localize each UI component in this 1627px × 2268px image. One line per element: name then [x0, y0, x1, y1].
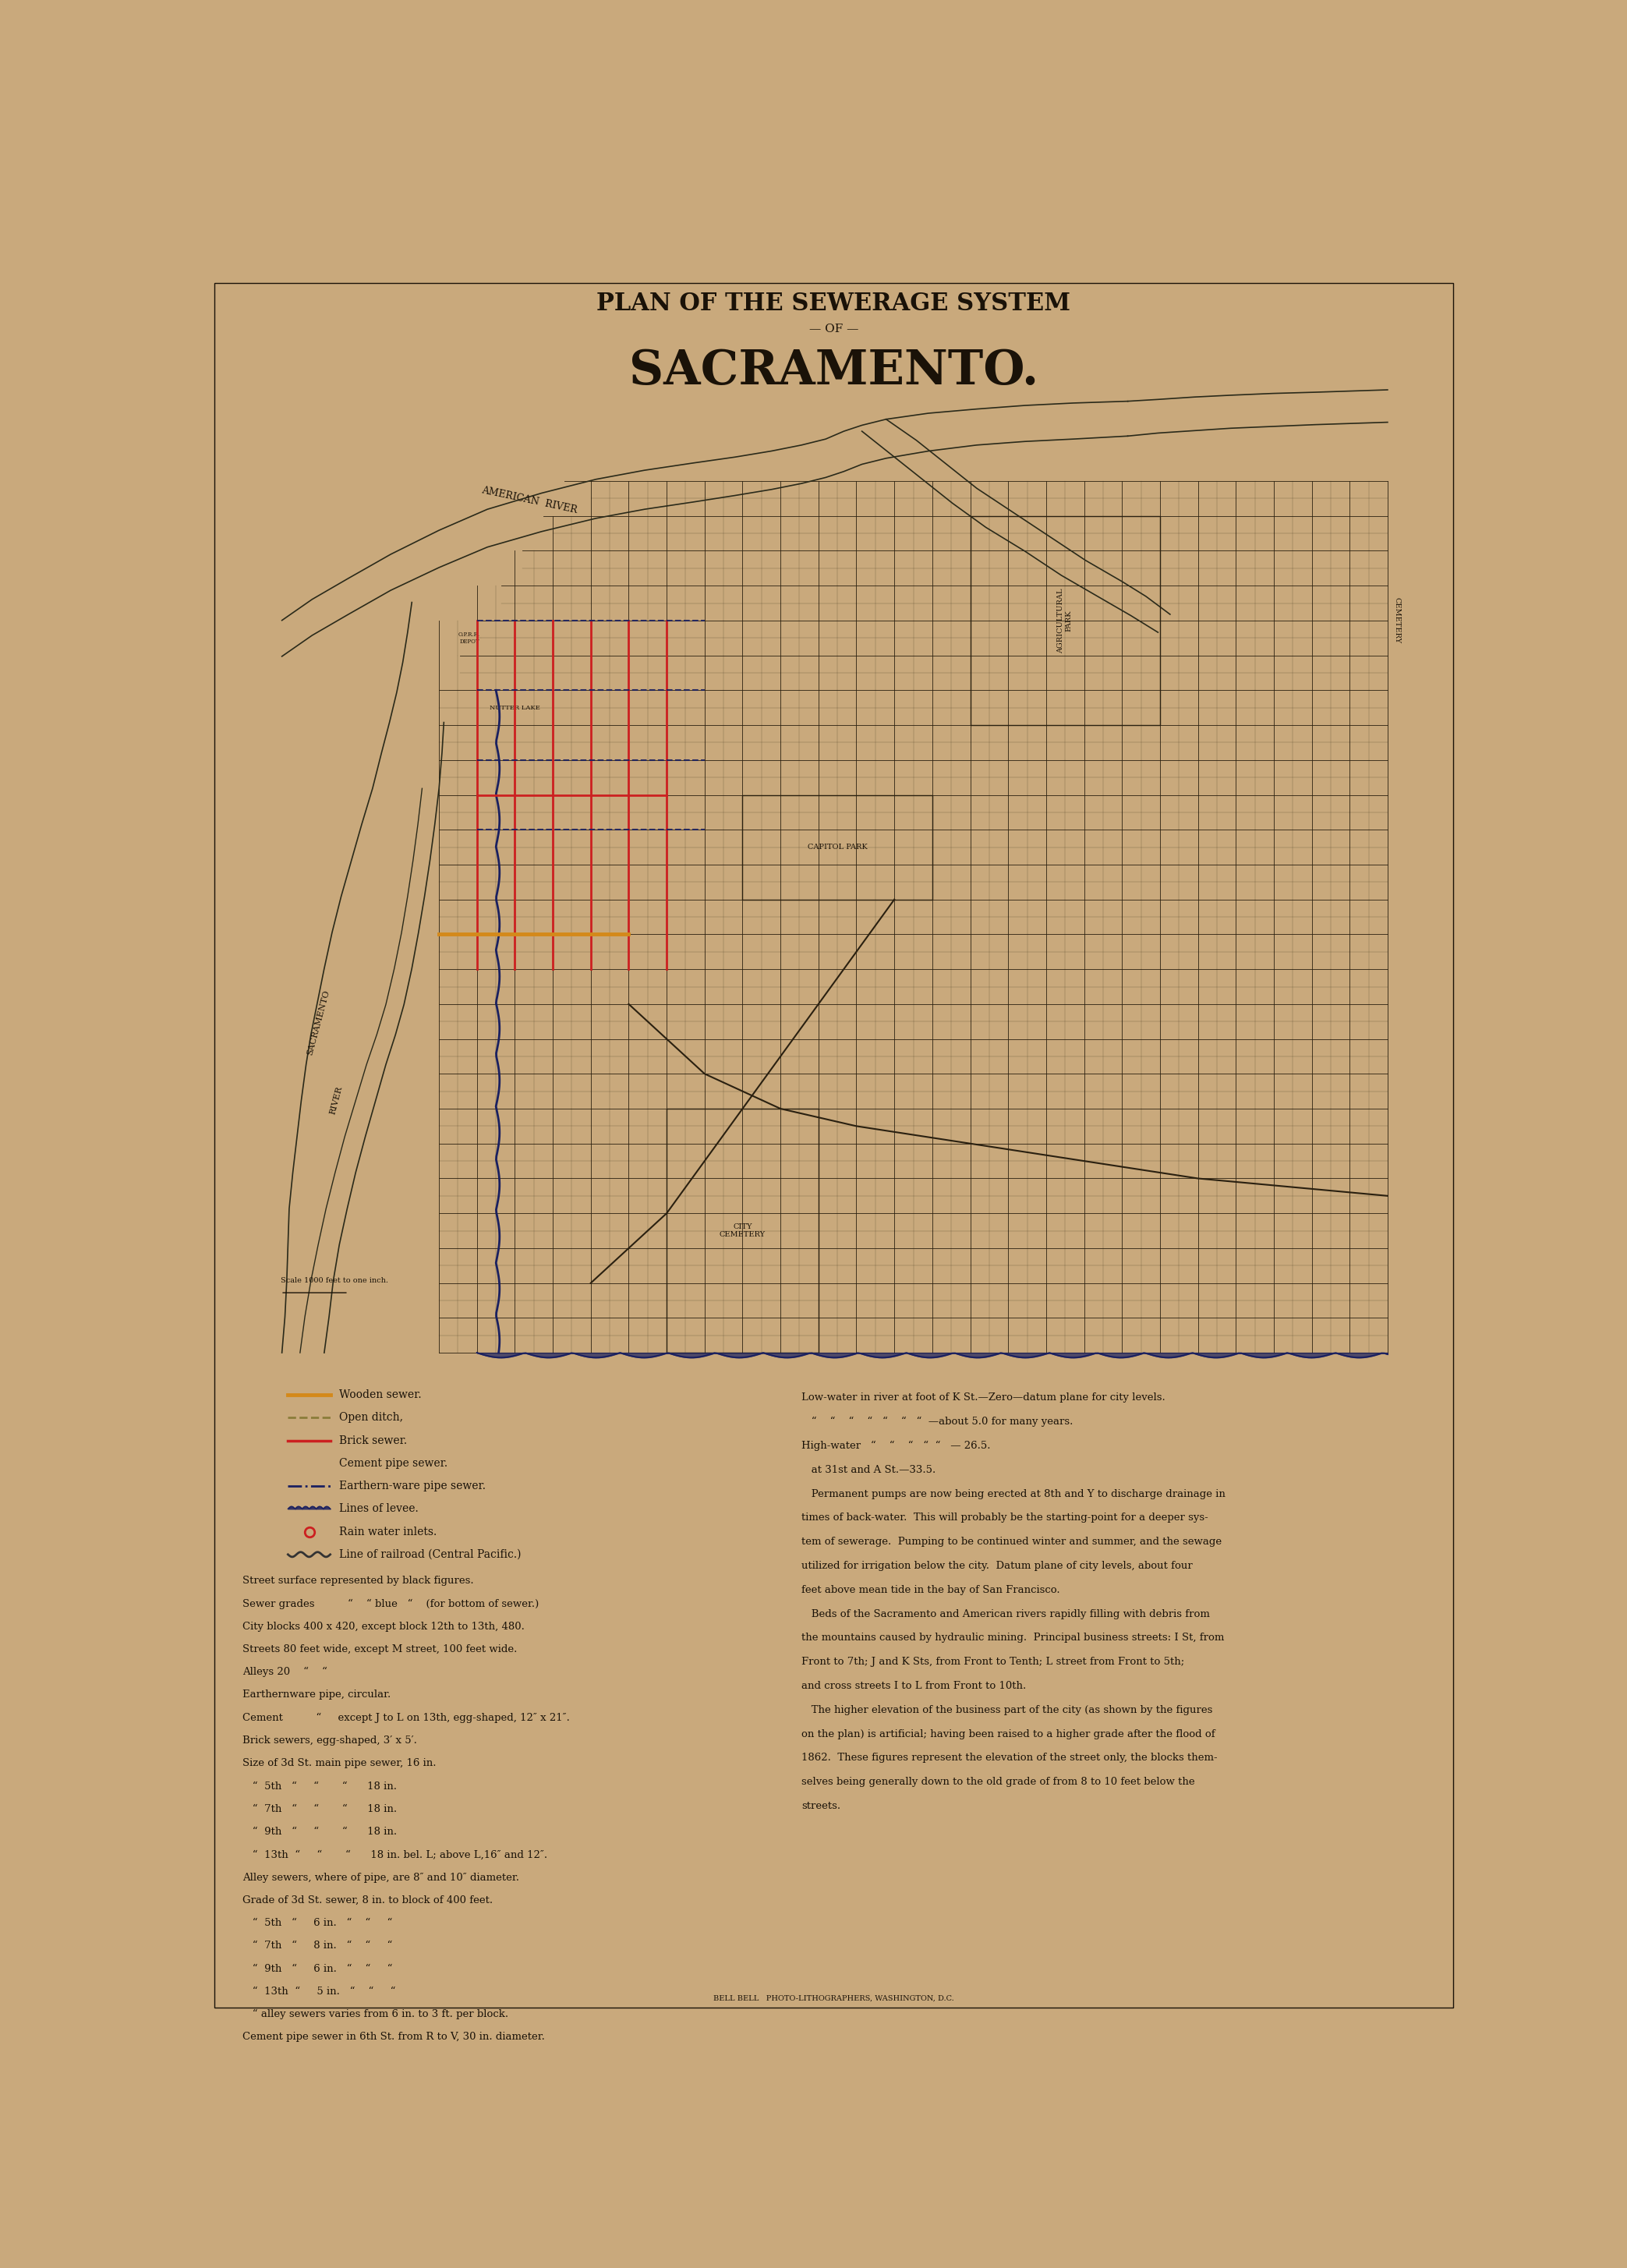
Text: and cross streets I to L from Front to 10th.: and cross streets I to L from Front to 1…	[802, 1681, 1027, 1692]
Text: at 31st and A St.—33.5.: at 31st and A St.—33.5.	[802, 1465, 936, 1474]
Text: Scale 1000 feet to one inch.: Scale 1000 feet to one inch.	[281, 1277, 389, 1284]
Bar	[970, 515, 1160, 726]
Text: “  7th   “     8 in.   “    “     “: “ 7th “ 8 in. “ “ “	[242, 1941, 392, 1950]
Text: Cement pipe sewer.: Cement pipe sewer.	[340, 1458, 447, 1470]
Text: Wooden sewer.: Wooden sewer.	[340, 1390, 421, 1399]
Text: Sewer grades          “    “ blue   “    (for bottom of sewer.): Sewer grades “ “ blue “ (for bottom of s…	[242, 1599, 539, 1608]
Text: Grade of 3d St. sewer, 8 in. to block of 400 feet.: Grade of 3d St. sewer, 8 in. to block of…	[242, 1896, 493, 1905]
Text: City blocks 400 x 420, except block 12th to 13th, 480.: City blocks 400 x 420, except block 12th…	[242, 1622, 526, 1631]
Text: utilized for irrigation below the city.  Datum plane of city levels, about four: utilized for irrigation below the city. …	[802, 1560, 1193, 1572]
Text: Brick sewers, egg-shaped, 3′ x 5′.: Brick sewers, egg-shaped, 3′ x 5′.	[242, 1735, 417, 1746]
Text: Alleys 20    “    “: Alleys 20 “ “	[242, 1667, 327, 1678]
Text: “  5th   “     “       “      18 in.: “ 5th “ “ “ 18 in.	[242, 1780, 397, 1792]
Text: CITY
CEMETERY: CITY CEMETERY	[719, 1222, 766, 1238]
Text: BELL BELL   PHOTO-LITHOGRAPHERS, WASHINGTON, D.C.: BELL BELL PHOTO-LITHOGRAPHERS, WASHINGTO…	[713, 1994, 953, 2003]
Text: “  9th   “     6 in.   “    “     “: “ 9th “ 6 in. “ “ “	[242, 1964, 392, 1973]
Text: on the plan) is artificial; having been raised to a higher grade after the flood: on the plan) is artificial; having been …	[802, 1728, 1215, 1740]
Text: Cement          “     except J to L on 13th, egg-shaped, 12″ x 21″.: Cement “ except J to L on 13th, egg-shap…	[242, 1712, 569, 1724]
Text: Cement pipe sewer in 6th St. from R to V, 30 in. diameter.: Cement pipe sewer in 6th St. from R to V…	[242, 2032, 545, 2041]
Text: Size of 3d St. main pipe sewer, 16 in.: Size of 3d St. main pipe sewer, 16 in.	[242, 1758, 436, 1769]
Text: Line of railroad (Central Pacific.): Line of railroad (Central Pacific.)	[340, 1549, 521, 1560]
Text: NUTTER LAKE: NUTTER LAKE	[490, 705, 540, 710]
Text: “    “    “    “   “    “   “  —about 5.0 for many years.: “ “ “ “ “ “ “ —about 5.0 for many years.	[802, 1418, 1074, 1427]
Text: Lines of levee.: Lines of levee.	[340, 1504, 418, 1515]
Text: Streets 80 feet wide, except M street, 100 feet wide.: Streets 80 feet wide, except M street, 1…	[242, 1644, 517, 1653]
Text: SACRAMENTO: SACRAMENTO	[306, 989, 330, 1057]
Text: CAPITOL PARK: CAPITOL PARK	[807, 844, 867, 850]
Bar	[742, 794, 932, 900]
Text: “ alley sewers varies from 6 in. to 3 ft. per block.: “ alley sewers varies from 6 in. to 3 ft…	[242, 2009, 509, 2019]
Text: High-water   “    “    “   “  “   — 26.5.: High-water “ “ “ “ “ — 26.5.	[802, 1440, 991, 1452]
Text: Earthernware pipe, circular.: Earthernware pipe, circular.	[242, 1690, 390, 1701]
Text: Alley sewers, where of pipe, are 8″ and 10″ diameter.: Alley sewers, where of pipe, are 8″ and …	[242, 1873, 519, 1882]
Text: “  7th   “     “       “      18 in.: “ 7th “ “ “ 18 in.	[242, 1803, 397, 1814]
Text: The higher elevation of the business part of the city (as shown by the figures: The higher elevation of the business par…	[802, 1706, 1212, 1715]
Text: Beds of the Sacramento and American rivers rapidly filling with debris from: Beds of the Sacramento and American rive…	[802, 1608, 1210, 1619]
Text: selves being generally down to the old grade of from 8 to 10 feet below the: selves being generally down to the old g…	[802, 1776, 1194, 1787]
Text: AGRICULTURAL
PARK: AGRICULTURAL PARK	[1058, 587, 1072, 653]
Text: feet above mean tide in the bay of San Francisco.: feet above mean tide in the bay of San F…	[802, 1585, 1061, 1594]
Text: “  5th   “     6 in.   “    “     “: “ 5th “ 6 in. “ “ “	[242, 1919, 392, 1928]
Text: O.P.R.R.
DEPOT: O.P.R.R. DEPOT	[459, 631, 480, 644]
Text: SACRAMENTO.: SACRAMENTO.	[628, 347, 1038, 395]
Text: Front to 7th; J and K Sts, from Front to Tenth; L street from Front to 5th;: Front to 7th; J and K Sts, from Front to…	[802, 1658, 1184, 1667]
Text: “  13th  “     5 in.   “    “     “: “ 13th “ 5 in. “ “ “	[242, 1987, 395, 1996]
Text: Street surface represented by black figures.: Street surface represented by black figu…	[242, 1576, 473, 1585]
Text: the mountains caused by hydraulic mining.  Principal business streets: I St, fro: the mountains caused by hydraulic mining…	[802, 1633, 1225, 1642]
Text: RIVER: RIVER	[329, 1086, 343, 1116]
Text: PLAN OF THE SEWERAGE SYSTEM: PLAN OF THE SEWERAGE SYSTEM	[597, 290, 1071, 315]
Text: AMERICAN  RIVER: AMERICAN RIVER	[482, 485, 579, 515]
Text: times of back-water.  This will probably be the starting-point for a deeper sys-: times of back-water. This will probably …	[802, 1513, 1209, 1522]
Text: Open ditch,: Open ditch,	[340, 1413, 403, 1422]
Text: tem of sewerage.  Pumping to be continued winter and summer, and the sewage: tem of sewerage. Pumping to be continued…	[802, 1538, 1222, 1547]
Text: “  9th   “     “       “      18 in.: “ 9th “ “ “ 18 in.	[242, 1826, 397, 1837]
Text: Permanent pumps are now being erected at 8th and Y to discharge drainage in: Permanent pumps are now being erected at…	[802, 1488, 1225, 1499]
Text: Rain water inlets.: Rain water inlets.	[340, 1526, 438, 1538]
Bar	[667, 1109, 818, 1352]
Text: Brick sewer.: Brick sewer.	[340, 1436, 407, 1447]
Text: streets.: streets.	[802, 1801, 841, 1812]
Text: — OF —: — OF —	[809, 324, 857, 336]
Text: Earthern-ware pipe sewer.: Earthern-ware pipe sewer.	[340, 1481, 486, 1492]
Text: “  13th  “     “       “      18 in. bel. L; above L,16″ and 12″.: “ 13th “ “ “ 18 in. bel. L; above L,16″ …	[242, 1851, 548, 1860]
Text: CEMETERY: CEMETERY	[1393, 596, 1401, 644]
Text: 1862.  These figures represent the elevation of the street only, the blocks them: 1862. These figures represent the elevat…	[802, 1753, 1217, 1762]
Text: Low-water in river at foot of K St.—Zero—datum plane for city levels.: Low-water in river at foot of K St.—Zero…	[802, 1393, 1165, 1404]
